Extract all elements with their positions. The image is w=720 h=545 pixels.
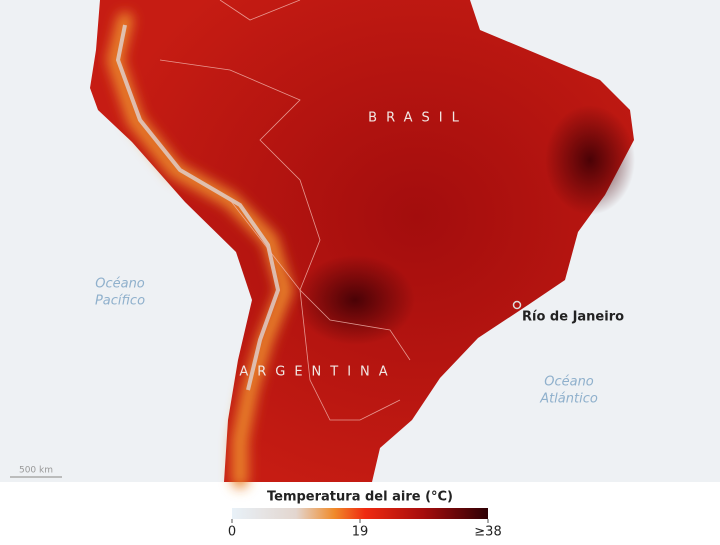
andes-snow: [115, 24, 281, 391]
city-label: Río de Janeiro: [522, 310, 624, 325]
city-marker: [512, 300, 522, 310]
legend-title: Temperatura del aire (°C): [267, 490, 453, 505]
hot-area: [295, 255, 415, 345]
ocean-label: Océano: [95, 277, 145, 292]
legend-tick-label: ≥38: [474, 525, 501, 540]
ocean-label: Océano: [544, 375, 594, 390]
continent: [90, 0, 634, 482]
ocean-label: Atlántico: [539, 392, 598, 407]
country-label: BRASIL: [368, 111, 468, 126]
andes: [106, 12, 294, 488]
legend-tick-label: 19: [352, 525, 369, 540]
scale-label: 500 km: [19, 466, 53, 476]
legend-tick-label: 0: [228, 525, 236, 540]
hot-area: [545, 105, 635, 215]
ocean-label: Pacífico: [95, 294, 145, 309]
borders: [159, 0, 411, 421]
country-label: ARGENTINA: [239, 365, 396, 380]
color-bar: [232, 508, 488, 519]
